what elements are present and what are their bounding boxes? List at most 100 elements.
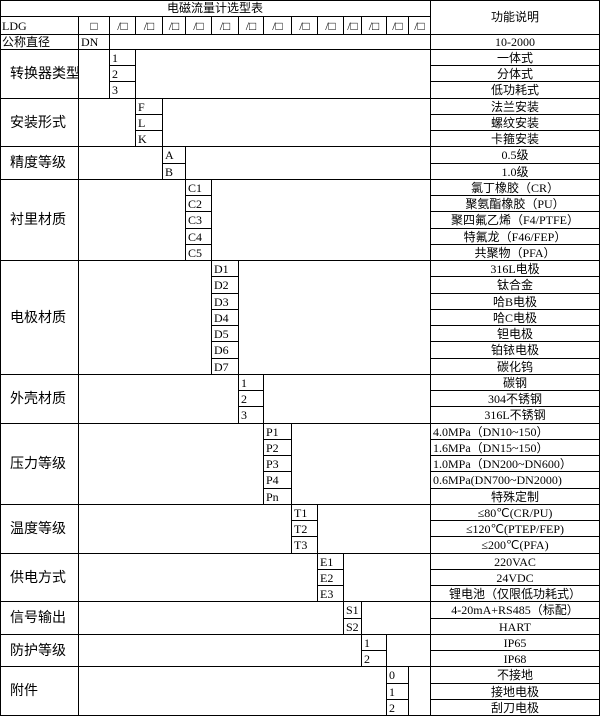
- group-label: 外壳材质: [0, 375, 79, 424]
- option-description: HART: [431, 619, 600, 635]
- option-description: 304不锈钢: [431, 391, 600, 407]
- option-description: 低功耗式: [431, 82, 600, 99]
- blank-cell: [79, 554, 318, 602]
- option-code: P1: [264, 424, 292, 440]
- option-description: 316L不锈钢: [431, 407, 600, 424]
- model-slot: /□: [239, 17, 264, 35]
- option-code: 2: [387, 700, 409, 716]
- option-code: P4: [264, 472, 292, 489]
- option-code: 2: [362, 651, 387, 667]
- option-description: 螺纹安装: [431, 115, 600, 131]
- option-description: 220VAC: [431, 554, 600, 570]
- option-code: T2: [292, 521, 318, 537]
- model-slot: /□: [344, 17, 362, 35]
- blank-cell: [239, 261, 431, 375]
- blank-cell: [344, 554, 431, 602]
- blank-cell: [136, 50, 431, 99]
- blank-cell: [318, 505, 431, 554]
- blank-cell: [186, 147, 431, 180]
- option-description: 分体式: [431, 66, 600, 82]
- blank-cell: [79, 505, 292, 554]
- option-code: 2: [110, 66, 136, 82]
- option-code: C4: [186, 229, 212, 245]
- model-slot: /□: [212, 17, 239, 35]
- blank-cell: [79, 147, 163, 180]
- group-label: 附件: [0, 667, 79, 716]
- option-code: D2: [212, 277, 239, 294]
- option-description: 0.6MPa(DN700~DN2000): [431, 472, 600, 489]
- option-code: D7: [212, 359, 239, 375]
- option-code: 2: [239, 391, 264, 407]
- option-code: 3: [110, 82, 136, 99]
- option-description: 接地电极: [431, 684, 600, 700]
- group-label: 信号输出: [0, 602, 79, 635]
- option-code: C5: [186, 245, 212, 261]
- model-slot: /□: [318, 17, 344, 35]
- option-description: 316L电极: [431, 261, 600, 277]
- option-code: 1: [362, 635, 387, 651]
- option-code: L: [136, 115, 163, 131]
- option-description: IP68: [431, 651, 600, 667]
- option-description: 1.0MPa（DN200~DN600）: [431, 456, 600, 472]
- option-code: D3: [212, 294, 239, 310]
- option-code: 0: [387, 667, 409, 684]
- blank-cell: [264, 375, 431, 424]
- diameter-label: 公称直径: [0, 35, 79, 50]
- option-description: 0.5级: [431, 147, 600, 164]
- blank-cell: [79, 99, 136, 147]
- blank-cell: [387, 635, 431, 667]
- model-slot: /□: [136, 17, 163, 35]
- model-slot: /□: [110, 17, 136, 35]
- blank-cell: [110, 35, 431, 50]
- option-description: 碳钢: [431, 375, 600, 391]
- option-code: E3: [318, 586, 344, 602]
- blank-cell: [409, 667, 431, 716]
- diameter-desc: 10-2000: [431, 35, 600, 50]
- model-prefix: LDG: [0, 17, 79, 35]
- option-code: F: [136, 99, 163, 115]
- blank-cell: [163, 99, 431, 147]
- model-slot: □: [79, 17, 110, 35]
- option-code: P3: [264, 456, 292, 472]
- option-code: 1: [239, 375, 264, 391]
- option-description: 刮刀电极: [431, 700, 600, 716]
- table-title: 电磁流量计选型表: [0, 0, 431, 17]
- option-code: D6: [212, 342, 239, 359]
- option-code: Pn: [264, 489, 292, 505]
- option-description: 法兰安装: [431, 99, 600, 115]
- option-description: ≤200℃(PFA): [431, 537, 600, 554]
- blank-cell: [362, 602, 431, 635]
- option-code: 1: [387, 684, 409, 700]
- blank-cell: [79, 375, 239, 424]
- option-description: 4.0MPa（DN10~150）: [431, 424, 600, 440]
- option-description: 铂铱电极: [431, 342, 600, 359]
- option-description: 卡箍安装: [431, 131, 600, 147]
- option-description: 1.0级: [431, 164, 600, 180]
- option-description: 哈B电极: [431, 294, 600, 310]
- option-description: 特氟龙（F46/FEP）: [431, 229, 600, 245]
- option-code: T3: [292, 537, 318, 554]
- option-description: 钛合金: [431, 277, 600, 294]
- option-code: P2: [264, 440, 292, 456]
- option-code: 1: [110, 50, 136, 66]
- description-header: 功能说明: [431, 0, 600, 35]
- model-slot: /□: [387, 17, 409, 35]
- option-description: 4-20mA+RS485（标配）: [431, 602, 600, 619]
- option-code: C3: [186, 212, 212, 229]
- option-description: 锂电池（仅限低功耗式）: [431, 586, 600, 602]
- diameter-code: DN: [79, 35, 110, 50]
- option-code: D4: [212, 310, 239, 326]
- blank-cell: [212, 180, 431, 261]
- blank-cell: [292, 424, 431, 505]
- option-code: T1: [292, 505, 318, 521]
- option-code: E1: [318, 554, 344, 570]
- blank-cell: [79, 180, 186, 261]
- option-code: A: [163, 147, 186, 164]
- group-label: 精度等级: [0, 147, 79, 180]
- option-description: 聚氨酯橡胶（PU）: [431, 196, 600, 212]
- option-description: 1.6MPa（DN15~150）: [431, 440, 600, 456]
- group-label: 电极材质: [0, 261, 79, 375]
- group-label: 安装形式: [0, 99, 79, 147]
- model-slot: /□: [163, 17, 186, 35]
